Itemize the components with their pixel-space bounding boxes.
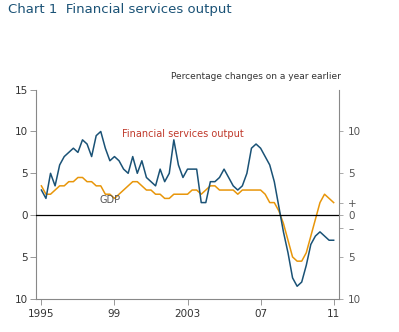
Text: Chart 1  Financial services output: Chart 1 Financial services output [8, 3, 231, 16]
Text: Percentage changes on a year earlier: Percentage changes on a year earlier [171, 72, 341, 81]
Text: Financial services output: Financial services output [122, 129, 243, 139]
Text: GDP: GDP [100, 195, 121, 205]
